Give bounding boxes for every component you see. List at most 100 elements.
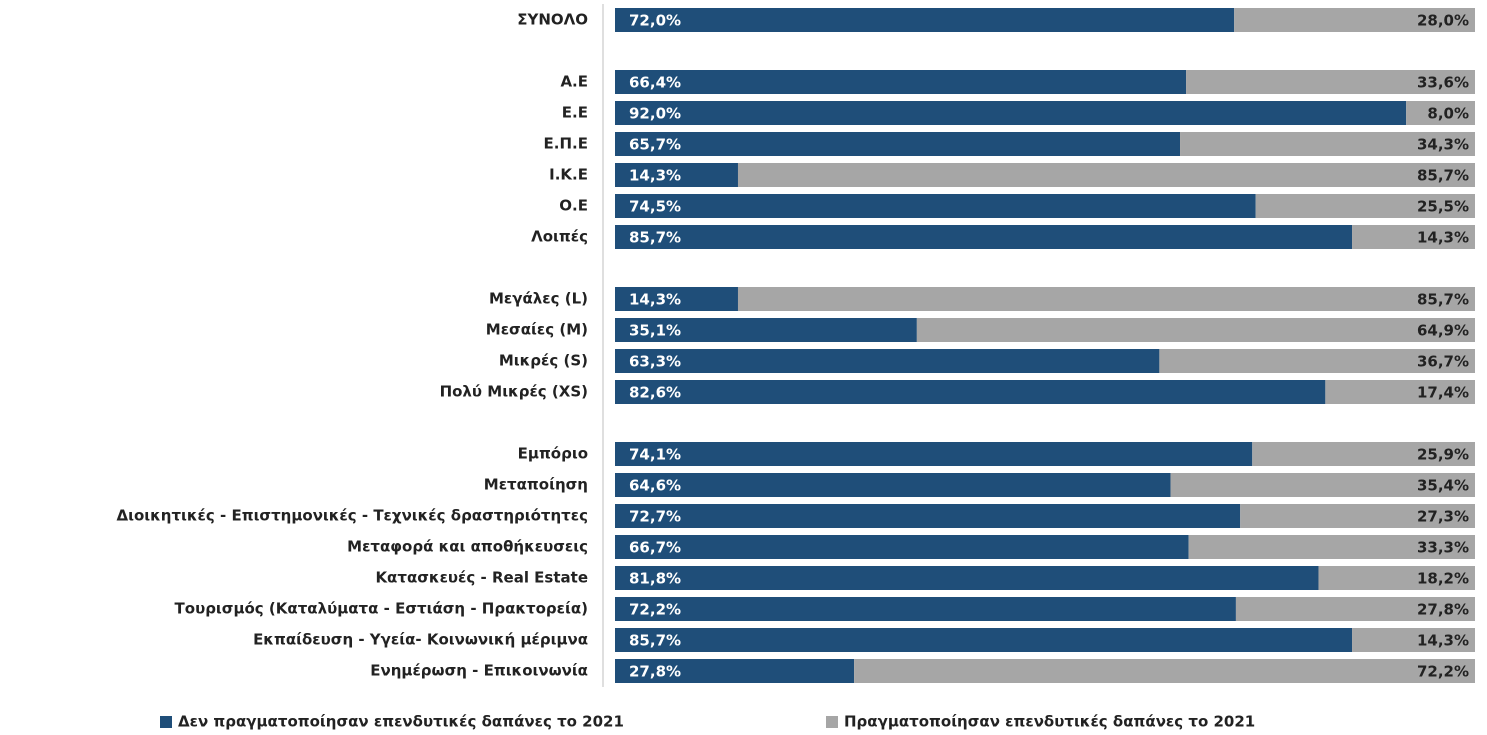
bar-segment xyxy=(615,628,1353,652)
category-label: Εμπόριο xyxy=(518,445,588,463)
value-label: 14,3% xyxy=(1417,229,1469,247)
bar-segment xyxy=(615,163,738,187)
bar-segment xyxy=(615,8,1235,32)
value-label: 74,1% xyxy=(629,446,681,464)
category-label: Μεταφορά και αποθήκευσεις xyxy=(347,538,588,556)
bar-segment xyxy=(1352,628,1475,652)
bar-segment xyxy=(615,225,1353,249)
bar-segment xyxy=(615,70,1187,94)
category-label: Ε.Π.Ε xyxy=(544,135,588,153)
bar-segment xyxy=(1255,194,1475,218)
value-label: 85,7% xyxy=(1417,291,1469,309)
value-label: 27,3% xyxy=(1417,508,1469,526)
value-label: 72,7% xyxy=(629,508,681,526)
bar-segment xyxy=(615,101,1407,125)
value-label: 25,5% xyxy=(1417,198,1469,216)
bar-segment xyxy=(615,535,1189,559)
category-label: Μικρές (S) xyxy=(499,352,588,370)
value-label: 8,0% xyxy=(1427,105,1469,123)
value-label: 72,2% xyxy=(629,601,681,619)
value-label: 92,0% xyxy=(629,105,681,123)
bar-segment xyxy=(737,163,1475,187)
bar-segment xyxy=(615,349,1160,373)
value-label: 85,7% xyxy=(1417,167,1469,185)
bar-segment xyxy=(1186,70,1475,94)
category-label: Μεγάλες (L) xyxy=(489,290,588,308)
value-label: 85,7% xyxy=(629,229,681,247)
category-label: Μεταποίηση xyxy=(484,476,588,494)
bar-segment xyxy=(615,318,917,342)
category-label: Ενημέρωση - Επικοινωνία xyxy=(370,662,588,680)
value-label: 72,0% xyxy=(629,12,681,30)
bar-segment xyxy=(615,566,1319,590)
value-label: 35,1% xyxy=(629,322,681,340)
bar-segment xyxy=(854,659,1475,683)
bar-segment xyxy=(615,473,1171,497)
legend-swatch xyxy=(826,716,838,728)
bar-segment xyxy=(1235,597,1475,621)
bar-segment xyxy=(1406,101,1475,125)
bar-segment xyxy=(1234,8,1475,32)
bar-segment xyxy=(1252,442,1475,466)
bar-segment xyxy=(615,132,1181,156)
value-label: 66,7% xyxy=(629,539,681,557)
value-label: 85,7% xyxy=(629,632,681,650)
legend-label: Πραγματοποίησαν επενδυτικές δαπάνες το 2… xyxy=(844,713,1255,731)
value-label: 17,4% xyxy=(1417,384,1469,402)
bar-segment xyxy=(1325,380,1475,404)
bar-segment xyxy=(615,597,1236,621)
bar-segment xyxy=(615,442,1253,466)
category-label: ΣΥΝΟΛΟ xyxy=(517,11,588,29)
value-label: 34,3% xyxy=(1417,136,1469,154)
value-label: 64,9% xyxy=(1417,322,1469,340)
legend-label: Δεν πραγματοποίησαν επενδυτικές δαπάνες … xyxy=(178,713,624,731)
category-label: Ε.Ε xyxy=(562,104,588,122)
category-label: Μεσαίες (Μ) xyxy=(486,321,588,339)
value-label: 14,3% xyxy=(629,167,681,185)
value-label: 74,5% xyxy=(629,198,681,216)
value-label: 64,6% xyxy=(629,477,681,495)
category-label: Διοικητικές - Επιστημονικές - Τεχνικές δ… xyxy=(117,507,588,525)
value-label: 18,2% xyxy=(1417,570,1469,588)
bar-segment xyxy=(615,659,855,683)
legend-swatch xyxy=(160,716,172,728)
category-label: Εκπαίδευση - Υγεία- Κοινωνική μέριμνα xyxy=(253,631,588,649)
value-label: 28,0% xyxy=(1417,12,1469,30)
bar-segment xyxy=(615,380,1326,404)
bar-segment xyxy=(916,318,1475,342)
value-label: 27,8% xyxy=(629,663,681,681)
category-label: Τουρισμός (Καταλύματα - Εστιάση - Πρακτο… xyxy=(175,600,588,618)
value-label: 14,3% xyxy=(1417,632,1469,650)
bar-segment xyxy=(737,287,1475,311)
value-label: 27,8% xyxy=(1417,601,1469,619)
bar-segment xyxy=(1170,473,1475,497)
value-label: 14,3% xyxy=(629,291,681,309)
value-label: 33,6% xyxy=(1417,74,1469,92)
category-label: Κατασκευές - Real Estate xyxy=(375,569,588,587)
value-label: 35,4% xyxy=(1417,477,1469,495)
value-label: 63,3% xyxy=(629,353,681,371)
bar-segment xyxy=(1188,535,1475,559)
bar-segment xyxy=(615,194,1256,218)
category-label: Ι.Κ.Ε xyxy=(549,166,588,184)
value-label: 25,9% xyxy=(1417,446,1469,464)
bar-segment xyxy=(1352,225,1475,249)
value-label: 82,6% xyxy=(629,384,681,402)
value-label: 72,2% xyxy=(1417,663,1469,681)
bar-segment xyxy=(615,287,738,311)
bar-segment xyxy=(615,504,1241,528)
bar-segment xyxy=(1318,566,1475,590)
bar-segment xyxy=(1159,349,1475,373)
category-label: Ο.Ε xyxy=(559,197,588,215)
bar-segment xyxy=(1180,132,1475,156)
value-label: 65,7% xyxy=(629,136,681,154)
bar-segment xyxy=(1240,504,1475,528)
category-label: Λοιπές xyxy=(531,228,588,246)
category-label: Πολύ Μικρές (XS) xyxy=(440,383,588,401)
value-label: 36,7% xyxy=(1417,353,1469,371)
value-label: 81,8% xyxy=(629,570,681,588)
value-label: 33,3% xyxy=(1417,539,1469,557)
value-label: 66,4% xyxy=(629,74,681,92)
category-label: Α.Ε xyxy=(560,73,588,91)
